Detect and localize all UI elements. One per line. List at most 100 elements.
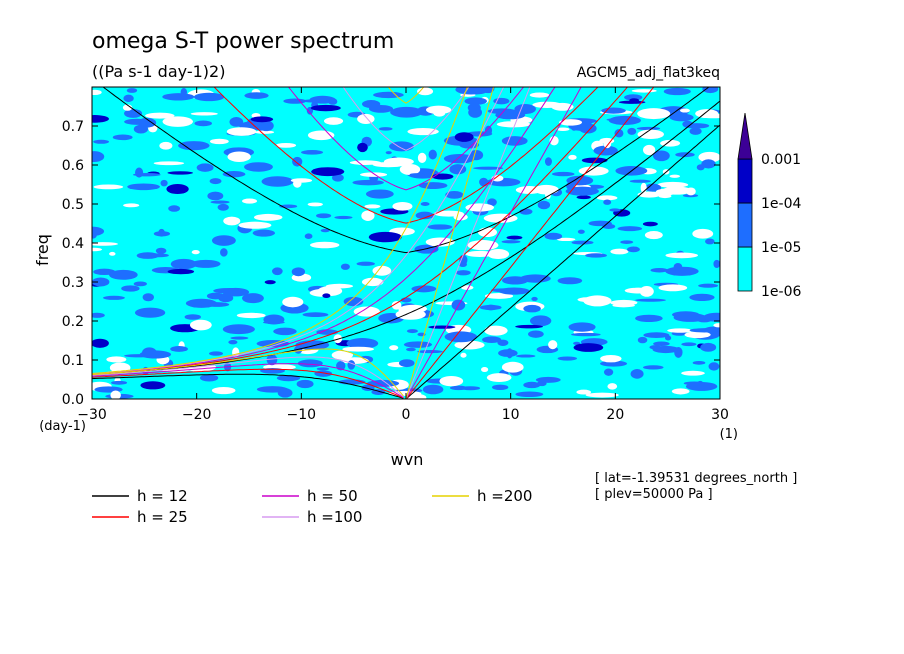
- heat-cell: [548, 340, 558, 350]
- heat-cell: [681, 370, 705, 376]
- heat-cell: [153, 161, 185, 166]
- heat-cell: [194, 120, 213, 127]
- heat-cell: [486, 373, 512, 383]
- heat-cell: [528, 330, 544, 338]
- heat-cell: [109, 269, 138, 280]
- heat-cell: [501, 361, 524, 373]
- heat-cell: [544, 232, 563, 240]
- y-tick-label: 0.5: [62, 197, 84, 213]
- heat-cell: [501, 136, 528, 146]
- heat-cell: [568, 322, 596, 332]
- heat-cell: [581, 157, 608, 164]
- heat-cell: [206, 292, 225, 300]
- heat-cell: [292, 156, 303, 167]
- heat-cell: [683, 381, 705, 386]
- heat-cell: [162, 116, 193, 127]
- dispersion-line: [287, 87, 525, 191]
- heat-cell: [439, 376, 464, 387]
- heat-cell: [484, 325, 508, 336]
- chart-subtitle: ((Pa s-1 day-1)2): [92, 62, 225, 81]
- y-tick-label: 0.3: [62, 275, 84, 291]
- dispersion-line: [405, 87, 495, 399]
- heat-cell: [264, 280, 276, 285]
- heat-cell: [365, 189, 394, 199]
- y-axis-unit: (day-1): [39, 419, 86, 434]
- heat-cell: [635, 314, 663, 323]
- heat-cell: [653, 341, 670, 347]
- heat-cell: [140, 381, 166, 390]
- heat-cell: [213, 287, 248, 294]
- heat-cell: [425, 237, 455, 247]
- heat-cell: [190, 112, 218, 116]
- heat-cell: [653, 150, 670, 162]
- heat-cell: [244, 92, 269, 99]
- heat-cell: [682, 120, 693, 128]
- heat-cell: [170, 345, 188, 352]
- heat-cell: [478, 227, 497, 238]
- heat-cell: [658, 284, 688, 292]
- heat-cell: [603, 368, 614, 376]
- colorbar-segment: [737, 158, 753, 204]
- dispersion-line: [92, 356, 404, 398]
- x-tick-label: 10: [502, 407, 520, 423]
- heat-cell: [310, 104, 341, 112]
- heat-cell: [226, 127, 257, 136]
- heat-cell: [629, 98, 640, 103]
- heat-cell: [657, 181, 689, 188]
- x-axis-unit: (1): [720, 427, 738, 442]
- legend-label: h = 50: [307, 487, 358, 505]
- y-axis: 0.0 0.1 0.2 0.3 0.4 0.5 0.6 0.7: [62, 119, 720, 408]
- heat-cell: [593, 145, 618, 156]
- heat-cell: [467, 87, 481, 91]
- heat-cell: [317, 286, 343, 296]
- heat-cell: [355, 160, 371, 165]
- x-tick-label: 30: [711, 407, 729, 423]
- heat-cell: [242, 198, 258, 204]
- heat-cell: [702, 87, 719, 94]
- heat-cell: [352, 179, 384, 186]
- heat-cell: [302, 312, 329, 318]
- heat-cell: [346, 338, 379, 349]
- heat-cell: [193, 92, 225, 102]
- heat-cell: [342, 346, 375, 352]
- heat-cell: [178, 141, 210, 151]
- heat-cell: [610, 299, 638, 306]
- dispersion-line: [92, 87, 629, 375]
- heat-cell: [92, 312, 105, 318]
- heat-cell: [357, 142, 368, 153]
- x-axis: −30 −20 −10 0 10 20 30: [77, 87, 729, 423]
- heat-cell: [126, 88, 138, 93]
- heat-cell: [557, 277, 583, 285]
- heat-cell: [92, 242, 118, 246]
- y-tick-label: 0.1: [62, 353, 84, 369]
- heat-cell: [608, 115, 641, 126]
- heat-cell: [701, 159, 716, 169]
- x-tick-label: 0: [402, 407, 411, 423]
- heat-cell: [487, 249, 510, 260]
- heat-cell: [209, 351, 224, 356]
- heat-cell: [418, 182, 448, 190]
- heat-cell: [209, 138, 229, 145]
- heat-cell: [464, 97, 487, 105]
- colorbar-label: 1e-04: [761, 196, 801, 212]
- heat-cell: [139, 350, 172, 359]
- heat-cell: [123, 203, 140, 208]
- heat-cell: [445, 190, 464, 199]
- heat-cell: [482, 336, 502, 344]
- heat-cell: [703, 312, 720, 322]
- heat-cell: [460, 352, 467, 358]
- heat-cell: [390, 106, 423, 118]
- heat-cell: [603, 199, 612, 205]
- heat-cell: [667, 328, 693, 333]
- heat-cell: [167, 268, 195, 275]
- heat-cell: [395, 309, 426, 320]
- x-tick-label: −20: [182, 407, 212, 423]
- heat-cell: [455, 270, 471, 276]
- heat-cell: [222, 171, 246, 178]
- heat-cell: [334, 215, 353, 220]
- legend-label: h = 12: [137, 487, 188, 505]
- heat-cell: [411, 285, 437, 293]
- x-tick-label: −10: [287, 407, 317, 423]
- heat-cell: [537, 200, 551, 210]
- y-tick-label: 0.7: [62, 119, 84, 135]
